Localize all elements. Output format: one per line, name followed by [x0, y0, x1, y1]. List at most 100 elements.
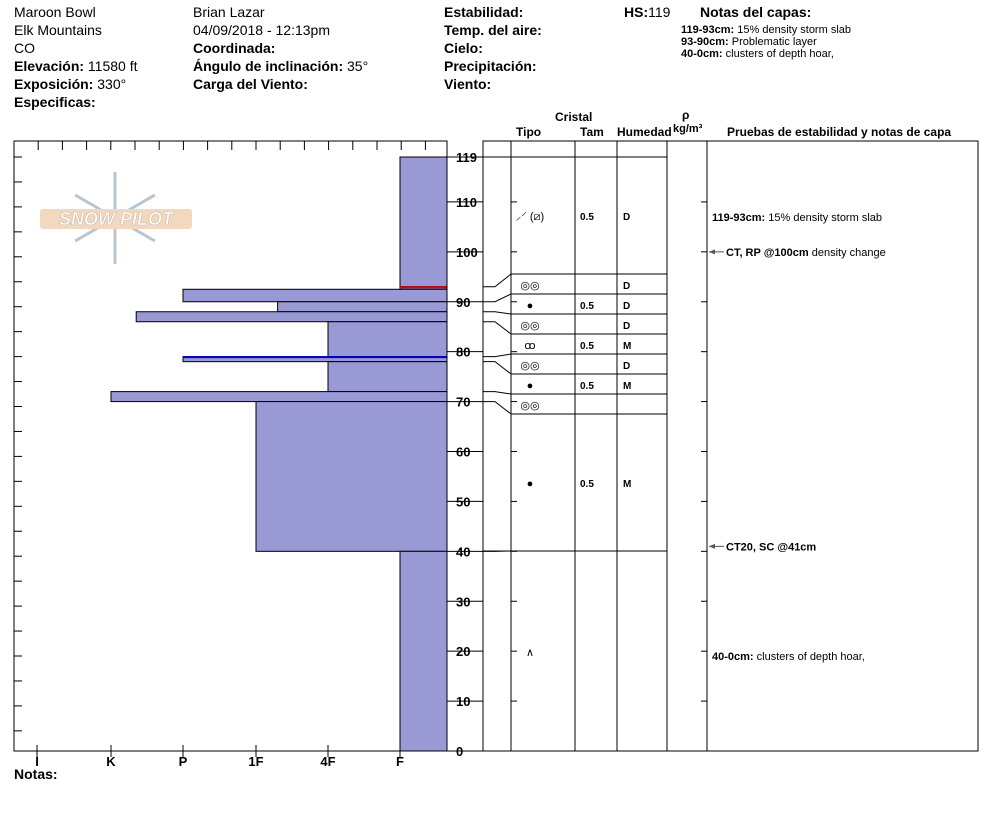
hardness-bar [277, 301, 448, 313]
grain-type: ∧ [526, 647, 534, 659]
logo-band [40, 209, 192, 229]
observer: Brian Lazar [193, 4, 265, 20]
depth-label: 60 [456, 445, 470, 460]
arrow-icon [709, 543, 715, 549]
hardness-bar [399, 156, 448, 288]
grain-moisture: D [623, 321, 630, 332]
depth-label: 40 [456, 544, 470, 559]
crystal-header: Cristal [555, 110, 593, 124]
elevation-label: Elevación: [14, 58, 85, 74]
depth-connector [483, 273, 512, 288]
datetime: 04/09/2018 - 12:13pm [193, 22, 330, 38]
sky-label: Cielo: [444, 40, 483, 56]
grain-type: ● [527, 478, 534, 490]
aspect-label: Exposición: [14, 76, 94, 92]
grain-type: ⸝⸍ (⧄) [516, 211, 544, 223]
logo-text: SNOW PILOT [59, 209, 175, 229]
layer-note-text: 15% density storm slab [737, 24, 851, 36]
coord-label: Coordinada: [193, 40, 276, 56]
state: CO [14, 40, 35, 56]
hardness-label: I [35, 754, 39, 769]
location: Maroon Bowl [14, 4, 96, 20]
range: Elk Mountains [14, 22, 102, 38]
hardness-label: 4F [320, 754, 335, 769]
depth-label: 119 [456, 150, 477, 165]
grain-size: 0.5 [580, 212, 594, 223]
depth-label: 20 [456, 644, 470, 659]
type-header: Tipo [516, 125, 542, 139]
stability-test: CT20, SC @41cm [726, 541, 816, 553]
comment-range: 40-0cm: [712, 651, 754, 663]
depth-connector [483, 311, 512, 315]
elevation: Elevación: 11580 ft [14, 58, 137, 74]
test-result: CT, RP @100cm [726, 247, 809, 259]
layer-notes-label: Notas del capas: [700, 4, 812, 20]
layer-note-text: Problematic layer [731, 36, 817, 48]
depth-label: 80 [456, 345, 470, 360]
size-header: Tam [580, 125, 604, 139]
grain-type: ◎◎ [520, 400, 539, 412]
depth-label: 110 [456, 195, 477, 210]
notes-label: Notas: [14, 766, 58, 782]
depth-label: 90 [456, 295, 470, 310]
depth-connector [483, 353, 512, 358]
hardness-bar [399, 550, 448, 752]
layer-note-range: 119-93cm: [681, 24, 735, 36]
elevation-value: 11580 ft [87, 58, 138, 74]
comment-text: 15% density storm slab [765, 212, 882, 224]
stability-label: Estabilidad: [444, 4, 524, 20]
layer-note: 40-0cm: clusters of depth hoar, [681, 48, 851, 60]
grain-type: ◎◎ [520, 360, 539, 372]
wind-label: Viento: [444, 76, 492, 92]
depth-connector [483, 321, 512, 335]
hardness-label: P [179, 754, 188, 769]
slope: Ángulo de inclinación: 35° [193, 58, 368, 74]
precip-label: Precipitación: [444, 58, 537, 74]
layer-note-range: 93-90cm: [681, 36, 729, 48]
depth-label: 30 [456, 594, 470, 609]
depth-label: 70 [456, 395, 470, 410]
grain-size: 0.5 [580, 341, 594, 352]
test-note: density change [809, 247, 886, 259]
depth-connector [483, 293, 512, 303]
hardness-bar [327, 361, 448, 393]
hardness-bar [327, 321, 448, 358]
depth-label: 50 [456, 494, 470, 509]
specifics-label: Especificas: [14, 94, 96, 110]
grain-type: ◎◎ [520, 320, 539, 332]
layer-note-text: clusters of depth hoar, [725, 48, 834, 60]
hs: HS:119 [624, 4, 670, 20]
slope-label: Ángulo de inclinación: [193, 58, 344, 74]
hs-value: 119 [648, 4, 671, 20]
hardness-bar [110, 391, 448, 403]
layer-note-range: 40-0cm: [681, 48, 723, 60]
grain-moisture: D [623, 301, 630, 312]
grain-type: ● [527, 300, 534, 312]
layer-comment: 119-93cm: 15% density storm slab [712, 212, 882, 224]
aspect-value: 330° [97, 76, 127, 92]
air-temp-label: Temp. del aire: [444, 22, 542, 38]
depth-connector [483, 361, 512, 375]
test-result: CT20, SC @41cm [726, 541, 816, 553]
rho-header: ρ [682, 108, 690, 122]
arrow-icon [709, 249, 715, 255]
layer-notes: 119-93cm: 15% density storm slab 93-90cm:… [681, 24, 851, 60]
hardness-label: F [396, 754, 404, 769]
hs-label: HS: [624, 4, 649, 20]
grain-type: ● [527, 380, 534, 392]
grain-size: 0.5 [580, 301, 594, 312]
grain-moisture: M [623, 479, 631, 490]
grain-moisture: M [623, 341, 631, 352]
depth-label: 0 [456, 744, 463, 759]
depth-connector [483, 401, 512, 415]
moisture-header: Humedad [617, 125, 672, 139]
comment-range: 119-93cm: [712, 212, 765, 224]
stability-test: CT, RP @100cm density change [726, 247, 886, 259]
hardness-label: 1F [248, 754, 263, 769]
hardness-bar [135, 311, 448, 323]
depth-label: 10 [456, 694, 470, 709]
grain-table [482, 140, 979, 752]
grain-moisture: D [623, 361, 630, 372]
wind-load-label: Carga del Viento: [193, 76, 308, 92]
